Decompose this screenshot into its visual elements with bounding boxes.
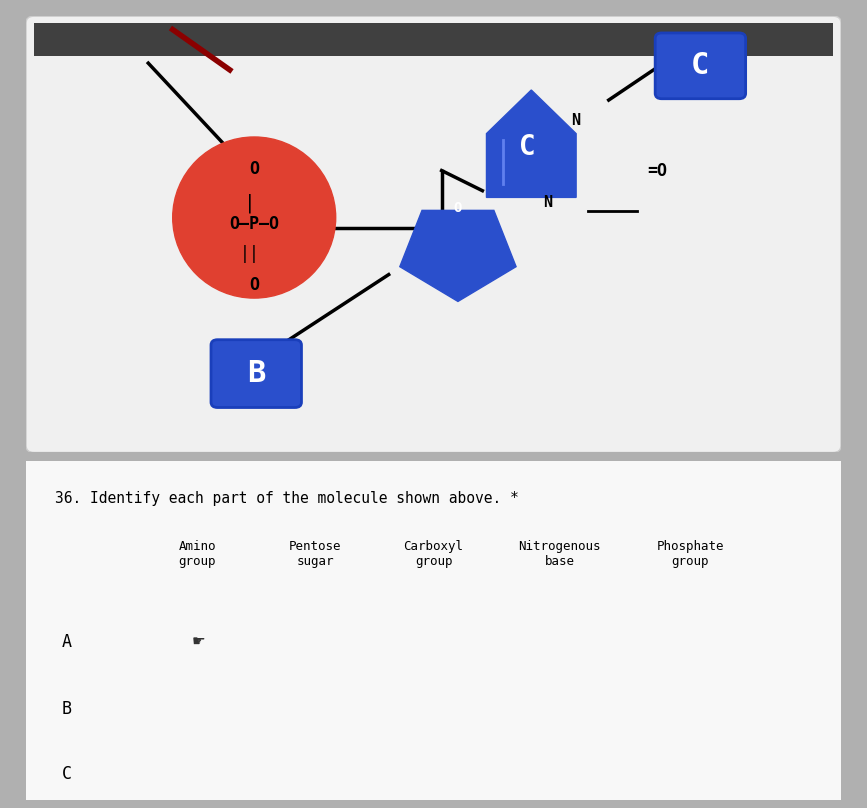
Text: Nitrogenous
base: Nitrogenous base bbox=[518, 540, 601, 568]
Text: Amino
group: Amino group bbox=[179, 540, 216, 568]
Text: |: | bbox=[244, 193, 256, 213]
Text: O: O bbox=[249, 160, 259, 179]
Text: =O: =O bbox=[648, 162, 668, 179]
Text: Carboxyl
group: Carboxyl group bbox=[403, 540, 464, 568]
Text: O—P—O: O—P—O bbox=[229, 215, 279, 234]
FancyBboxPatch shape bbox=[22, 457, 845, 804]
FancyBboxPatch shape bbox=[655, 33, 746, 99]
Text: B: B bbox=[247, 359, 265, 388]
FancyBboxPatch shape bbox=[34, 23, 833, 57]
Text: O: O bbox=[453, 201, 462, 215]
Polygon shape bbox=[400, 210, 516, 301]
Text: B: B bbox=[62, 701, 72, 718]
Ellipse shape bbox=[173, 137, 336, 298]
Text: C: C bbox=[691, 52, 709, 80]
Text: N: N bbox=[543, 196, 552, 210]
Text: C: C bbox=[518, 133, 536, 161]
Text: ☛: ☛ bbox=[192, 634, 205, 649]
Text: Pentose
sugar: Pentose sugar bbox=[289, 540, 342, 568]
Text: C: C bbox=[62, 764, 72, 782]
Text: Phosphate
group: Phosphate group bbox=[656, 540, 724, 568]
Text: N: N bbox=[571, 112, 581, 128]
Text: A: A bbox=[62, 633, 72, 650]
FancyBboxPatch shape bbox=[211, 339, 302, 407]
Text: ||: || bbox=[240, 246, 260, 263]
Text: O: O bbox=[249, 276, 259, 293]
Polygon shape bbox=[486, 90, 576, 197]
FancyBboxPatch shape bbox=[26, 16, 841, 452]
Text: 36. Identify each part of the molecule shown above. *: 36. Identify each part of the molecule s… bbox=[55, 490, 518, 506]
